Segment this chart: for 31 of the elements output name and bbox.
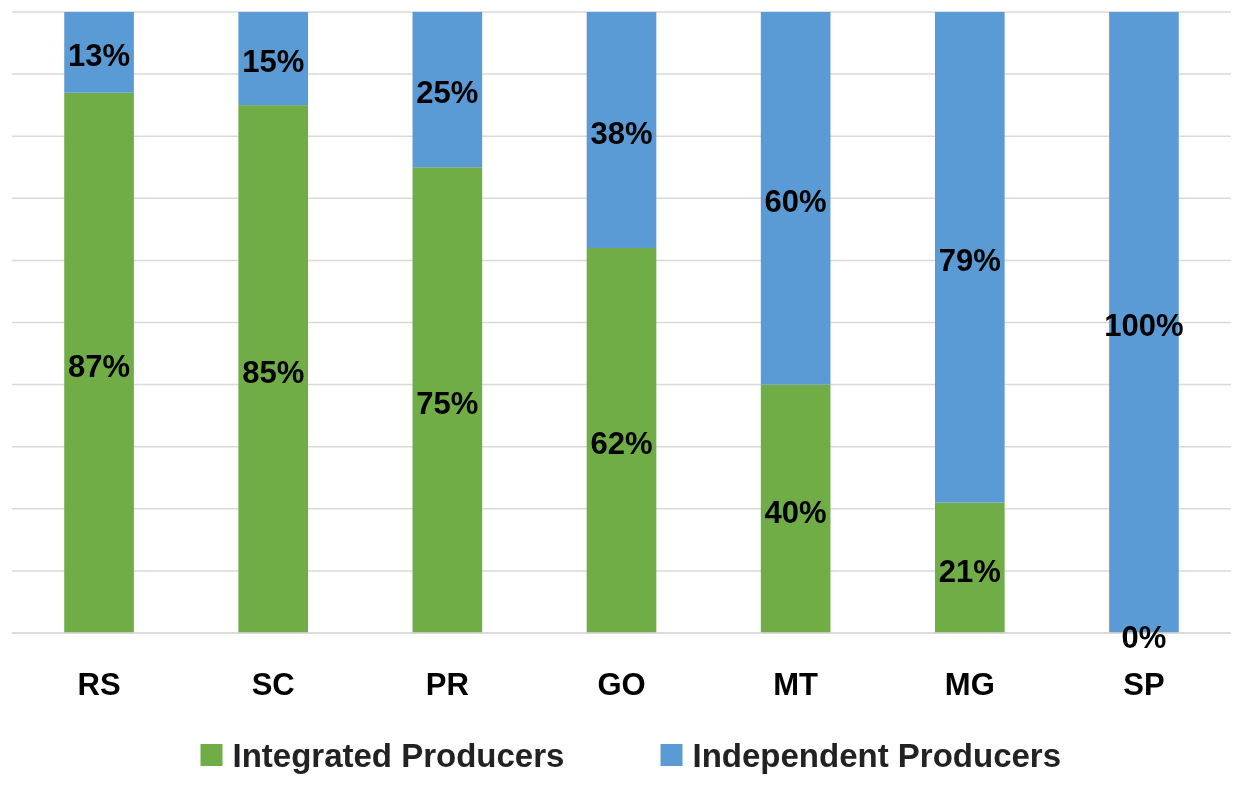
x-tick-label: SC: [251, 667, 295, 702]
data-label: 13%: [68, 38, 131, 74]
bar: [238, 105, 309, 633]
data-label: 79%: [938, 243, 1001, 279]
x-tick-label: MT: [773, 667, 819, 702]
x-tick-label: PR: [425, 667, 469, 702]
data-label: 21%: [938, 553, 1001, 589]
bar: [586, 247, 657, 633]
bar: [934, 502, 1005, 633]
data-label: 85%: [242, 354, 305, 390]
bar: [760, 384, 831, 633]
bar: [760, 12, 831, 385]
x-tick-label: SP: [1123, 667, 1165, 702]
data-label: 15%: [242, 44, 305, 80]
legend-label: Independent Producers: [692, 736, 1062, 774]
bar: [412, 167, 483, 633]
legend-label: Integrated Producers: [232, 736, 565, 774]
x-tick-label: RS: [77, 667, 121, 702]
x-tick-label: MG: [944, 667, 995, 702]
bar: [412, 12, 483, 168]
data-label: 38%: [590, 115, 653, 151]
data-label: 87%: [68, 348, 131, 384]
bar: [934, 12, 1005, 503]
data-label: 40%: [764, 494, 827, 530]
bar: [586, 12, 657, 248]
bar: [64, 92, 134, 633]
data-label: 25%: [416, 75, 479, 111]
data-label: 75%: [416, 385, 479, 421]
x-tick-label: GO: [597, 667, 646, 702]
data-label: 60%: [764, 184, 827, 220]
data-label: 62%: [590, 426, 653, 462]
